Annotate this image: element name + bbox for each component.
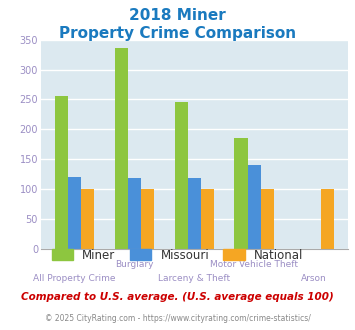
- Text: 2018 Miner: 2018 Miner: [129, 8, 226, 23]
- Bar: [175, 102, 188, 249]
- Bar: [321, 189, 334, 249]
- Bar: [201, 189, 214, 249]
- Bar: [141, 189, 154, 249]
- Bar: [81, 189, 94, 249]
- Bar: [261, 189, 274, 249]
- Bar: [235, 138, 248, 249]
- Bar: [188, 178, 201, 249]
- Text: Larceny & Theft: Larceny & Theft: [158, 274, 230, 283]
- Bar: [115, 48, 128, 249]
- Text: Arson: Arson: [301, 274, 327, 283]
- Bar: [128, 178, 141, 249]
- Text: Property Crime Comparison: Property Crime Comparison: [59, 26, 296, 41]
- Bar: [68, 177, 81, 249]
- Text: All Property Crime: All Property Crime: [33, 274, 116, 283]
- Text: © 2025 CityRating.com - https://www.cityrating.com/crime-statistics/: © 2025 CityRating.com - https://www.city…: [45, 314, 310, 323]
- Text: Motor Vehicle Theft: Motor Vehicle Theft: [210, 260, 298, 269]
- Bar: [248, 165, 261, 249]
- Text: Compared to U.S. average. (U.S. average equals 100): Compared to U.S. average. (U.S. average …: [21, 292, 334, 302]
- Bar: [55, 96, 68, 249]
- Text: Burglary: Burglary: [115, 260, 154, 269]
- Legend: Miner, Missouri, National: Miner, Missouri, National: [47, 244, 308, 266]
